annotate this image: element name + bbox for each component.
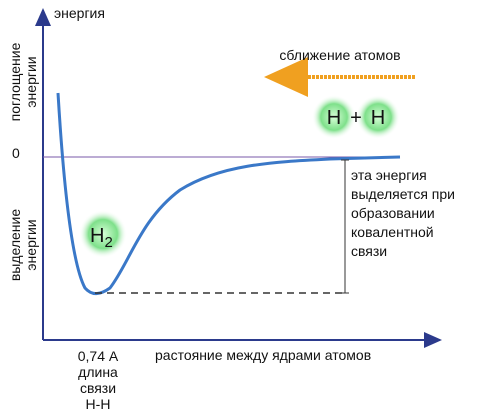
- energy-note: связи: [351, 243, 387, 259]
- bond-length: длина: [78, 364, 118, 380]
- energy-note: выделяется при: [351, 186, 455, 202]
- energy-note: образовании: [351, 205, 435, 221]
- zero-label: 0: [12, 145, 20, 161]
- bond-length: связи: [80, 380, 116, 396]
- atom-glow: [356, 95, 400, 139]
- molecule-subscript: 2: [104, 234, 112, 251]
- energy-note: эта энергия: [351, 167, 427, 183]
- energy-note: ковалентной: [351, 224, 434, 240]
- energy-curve: [56, 92, 401, 296]
- plus-sign: +: [350, 107, 362, 129]
- atom-glow: [312, 95, 356, 139]
- release-label: энергии: [23, 219, 39, 270]
- molecule-label: H2: [90, 225, 113, 251]
- bond-length: Н-Н: [86, 396, 111, 412]
- molecule-glow: [79, 210, 127, 258]
- atom-label: H: [327, 107, 341, 129]
- release-label: выделение: [7, 209, 23, 281]
- molecule-symbol: H: [90, 225, 104, 247]
- absorption-label: поглощение: [7, 42, 23, 121]
- y-axis-label: энергия: [54, 5, 105, 21]
- approach-label: сближение атомов: [279, 47, 400, 63]
- atom-label: H: [371, 107, 385, 129]
- x-axis-label: растояние между ядрами атомов: [155, 347, 371, 363]
- absorption-label: энергии: [23, 56, 39, 107]
- bond-length: 0,74 А: [78, 348, 119, 364]
